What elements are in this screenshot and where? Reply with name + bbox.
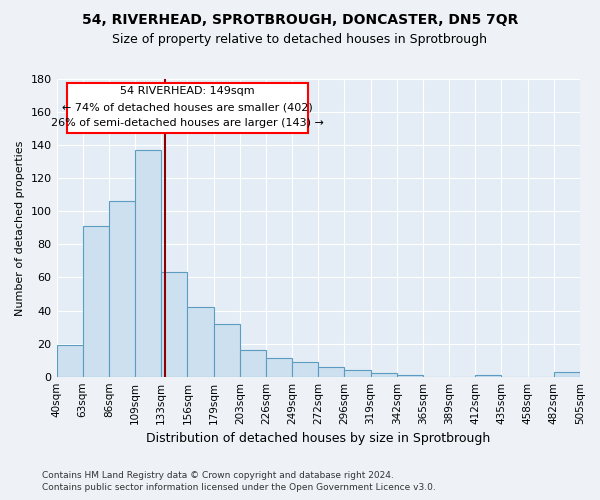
Bar	[554, 372, 580, 376]
Bar	[344, 370, 371, 376]
Y-axis label: Number of detached properties: Number of detached properties	[15, 140, 25, 316]
Text: ← 74% of detached houses are smaller (402): ← 74% of detached houses are smaller (40…	[62, 103, 313, 113]
Text: Contains public sector information licensed under the Open Government Licence v3: Contains public sector information licen…	[42, 483, 436, 492]
Bar	[397, 375, 423, 376]
Bar	[266, 358, 292, 376]
Text: Size of property relative to detached houses in Sprotbrough: Size of property relative to detached ho…	[113, 32, 487, 46]
Bar	[109, 202, 135, 376]
Text: 26% of semi-detached houses are larger (143) →: 26% of semi-detached houses are larger (…	[51, 118, 324, 128]
Text: 54, RIVERHEAD, SPROTBROUGH, DONCASTER, DN5 7QR: 54, RIVERHEAD, SPROTBROUGH, DONCASTER, D…	[82, 12, 518, 26]
Bar	[161, 272, 187, 376]
Text: Contains HM Land Registry data © Crown copyright and database right 2024.: Contains HM Land Registry data © Crown c…	[42, 470, 394, 480]
Bar	[318, 367, 344, 376]
Bar	[187, 307, 214, 376]
Bar	[240, 350, 266, 376]
FancyBboxPatch shape	[67, 84, 308, 132]
Text: 54 RIVERHEAD: 149sqm: 54 RIVERHEAD: 149sqm	[120, 86, 255, 97]
Bar	[83, 226, 109, 376]
X-axis label: Distribution of detached houses by size in Sprotbrough: Distribution of detached houses by size …	[146, 432, 490, 445]
Bar	[371, 374, 397, 376]
Bar	[56, 346, 83, 376]
Bar	[475, 375, 502, 376]
Bar	[135, 150, 161, 376]
Bar	[292, 362, 318, 376]
Bar	[214, 324, 240, 376]
